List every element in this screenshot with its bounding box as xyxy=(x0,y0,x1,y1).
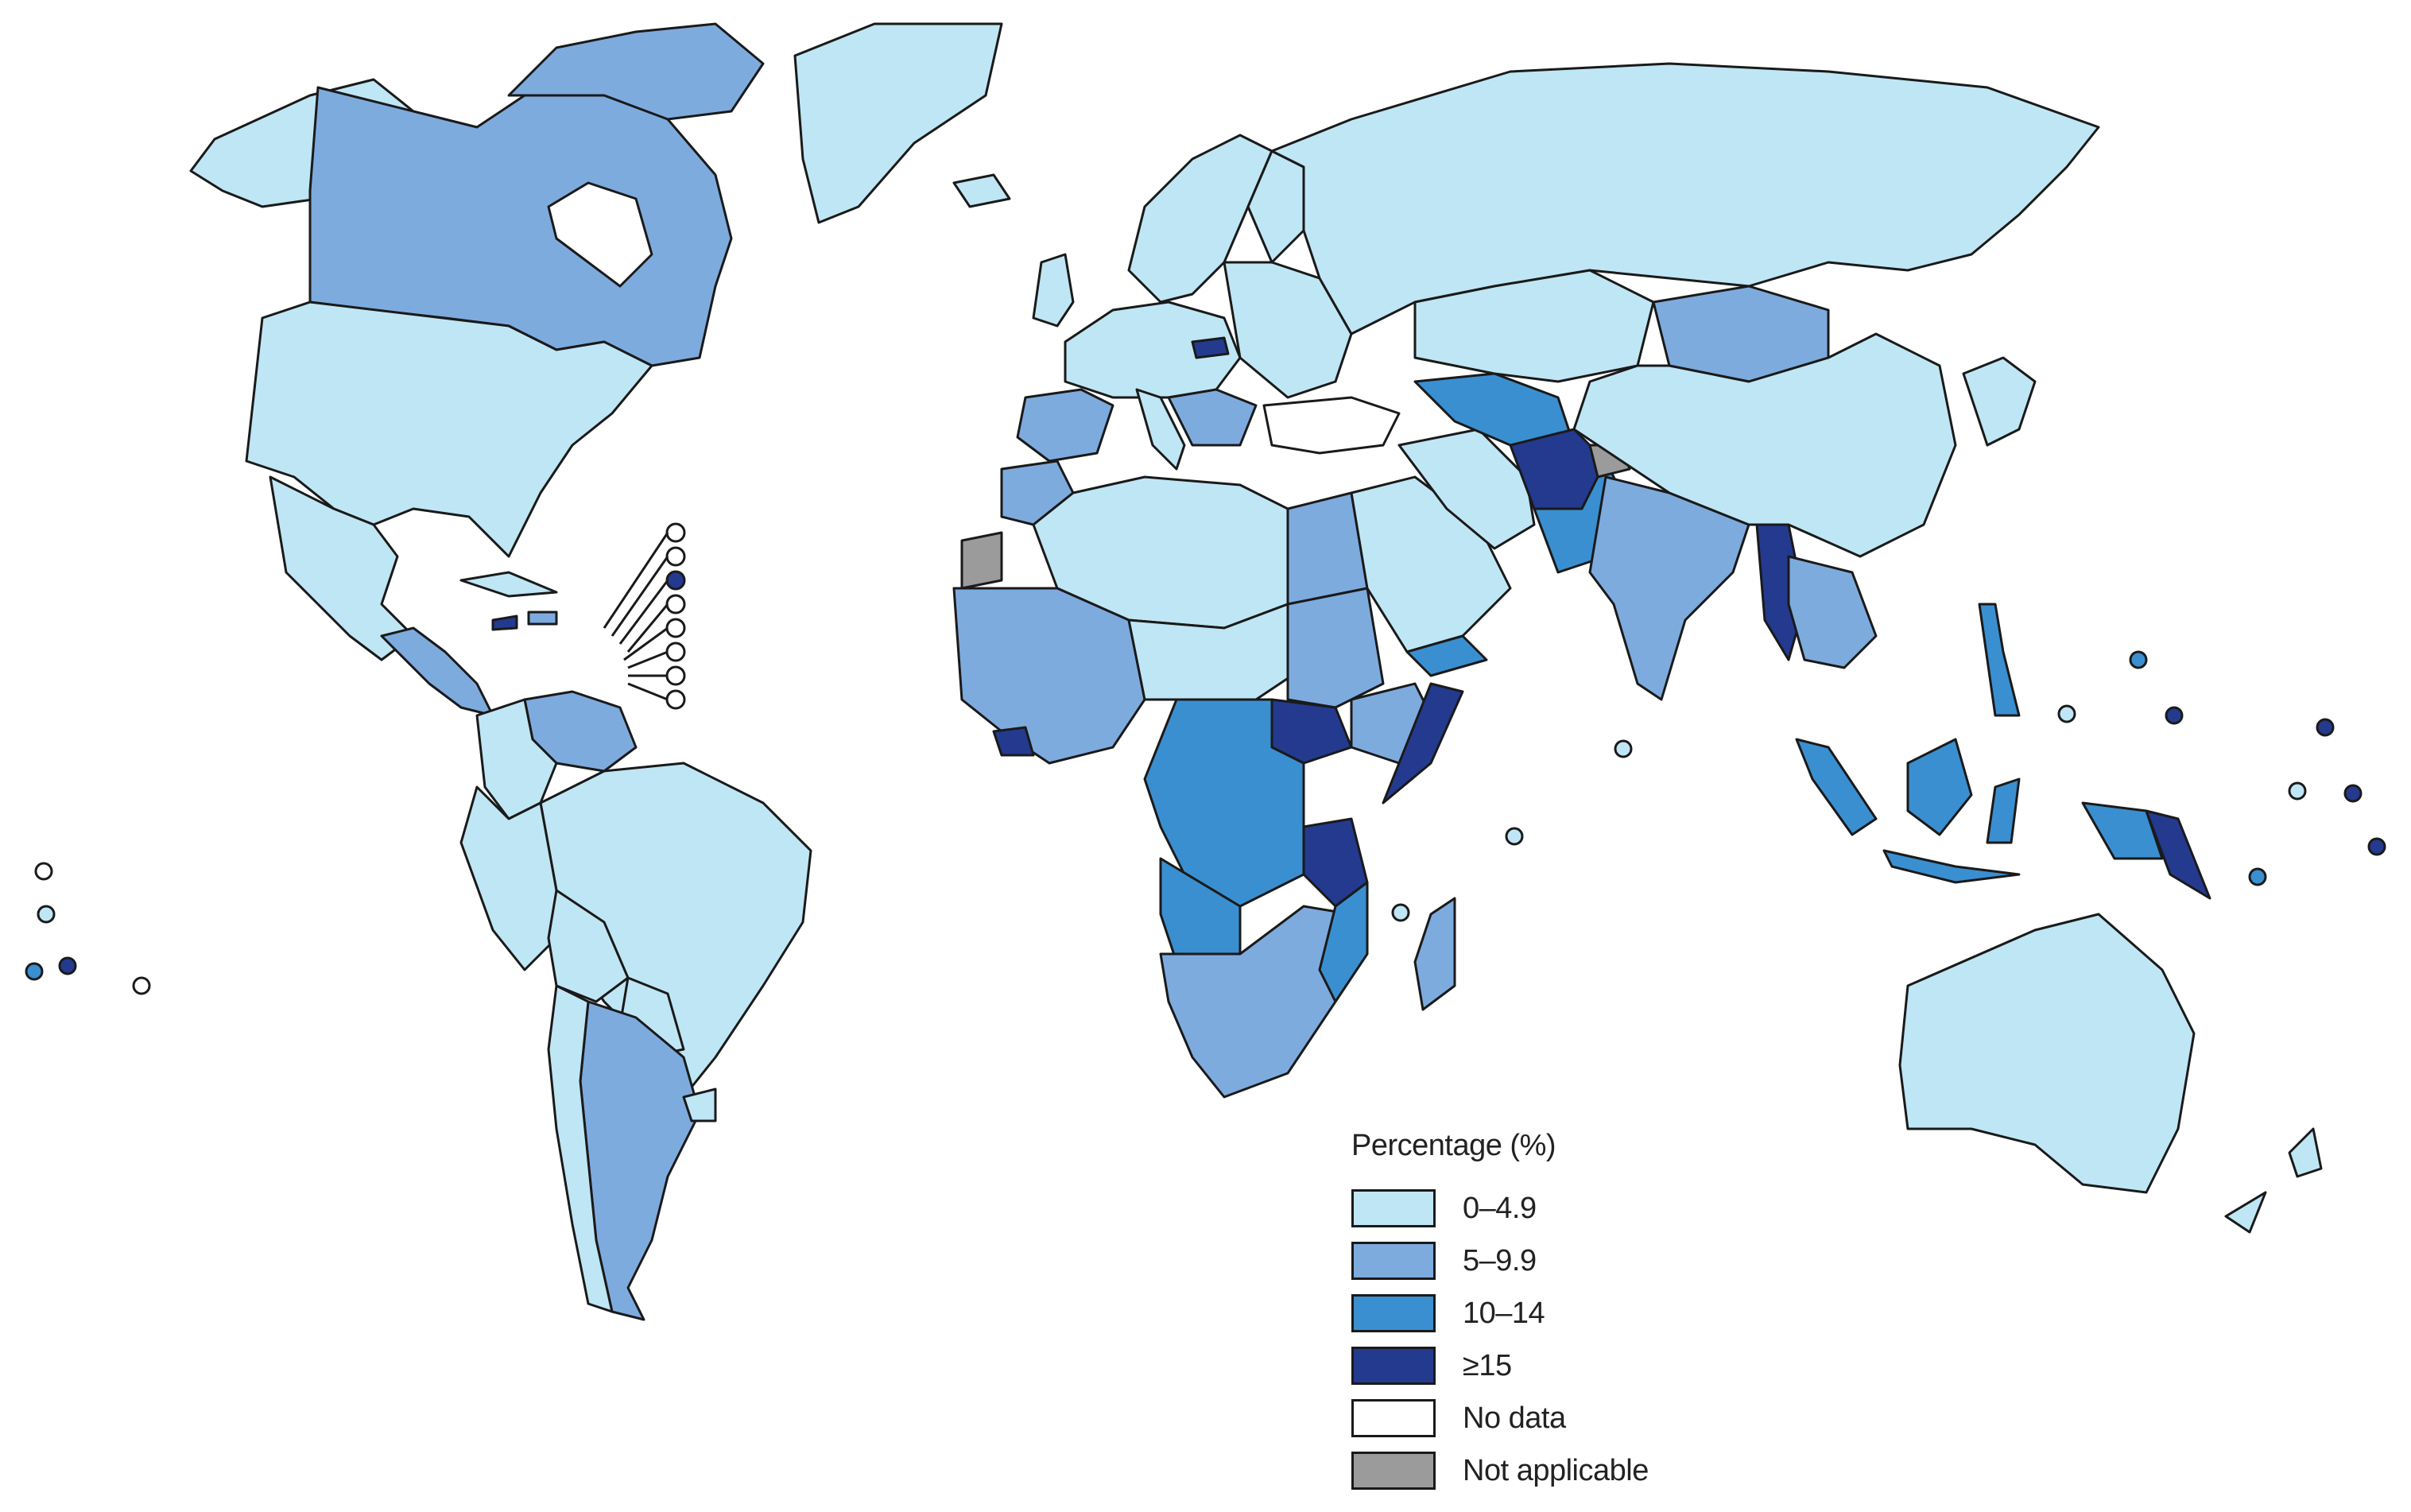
region-colombia xyxy=(475,698,558,820)
pacific-marker xyxy=(37,905,56,924)
region-western-europe xyxy=(1064,300,1242,399)
pacific-marker xyxy=(25,962,44,981)
region-iceland xyxy=(952,173,1011,208)
pacific-marker xyxy=(2316,718,2335,737)
region-iberia xyxy=(1016,388,1114,463)
caribbean-marker xyxy=(665,570,686,591)
pacific-marker xyxy=(2288,781,2307,801)
region-papua-new-guinea xyxy=(2145,809,2211,900)
legend-item: No data xyxy=(1351,1392,1717,1444)
caribbean-marker xyxy=(665,665,686,686)
legend-swatch xyxy=(1351,1294,1436,1332)
caribbean-marker xyxy=(665,642,686,662)
region-italy xyxy=(1135,388,1186,471)
pacific-marker xyxy=(2248,867,2267,886)
legend-label: No data xyxy=(1463,1401,1566,1435)
region-uk xyxy=(1032,253,1075,328)
legend-swatch xyxy=(1351,1347,1436,1385)
region-bolivia xyxy=(547,889,630,1003)
region-liberia xyxy=(992,726,1035,757)
region-west-africa xyxy=(952,587,1146,765)
region-cuba xyxy=(459,571,558,598)
pacific-marker xyxy=(34,862,53,881)
region-hungary xyxy=(1191,336,1230,359)
pacific-marker xyxy=(1391,903,1410,922)
legend-swatch xyxy=(1351,1189,1436,1227)
pacific-marker xyxy=(1614,739,1633,758)
region-somalia xyxy=(1382,682,1464,804)
pacific-marker xyxy=(2343,784,2363,803)
legend-label: ≥15 xyxy=(1463,1348,1512,1382)
legend-item: 5–9.9 xyxy=(1351,1235,1717,1287)
region-yemen-oman xyxy=(1405,634,1488,677)
region-chile xyxy=(547,984,614,1313)
caribbean-marker xyxy=(665,689,686,710)
region-turkey xyxy=(1262,396,1401,455)
region-uruguay xyxy=(682,1087,717,1122)
legend-title: Percentage (%) xyxy=(1351,1129,1556,1162)
legend-item: ≥15 xyxy=(1351,1339,1717,1392)
legend-item: 10–14 xyxy=(1351,1287,1717,1339)
region-java xyxy=(1882,849,2021,884)
legend-swatch xyxy=(1351,1452,1436,1490)
region-greenland xyxy=(793,22,1003,224)
region-sahel xyxy=(1127,603,1305,701)
pacific-marker xyxy=(58,956,77,975)
legend-label: 0–4.9 xyxy=(1463,1191,1537,1225)
legend-swatch xyxy=(1351,1399,1436,1437)
caribbean-marker xyxy=(665,618,686,638)
pacific-marker xyxy=(1505,827,1524,846)
region-central-africa xyxy=(1143,698,1305,908)
region-hudson-bay xyxy=(547,181,653,288)
region-australia xyxy=(1898,913,2196,1194)
region-canada-arctic xyxy=(507,22,765,121)
caribbean-marker xyxy=(665,594,686,614)
region-korea-japan xyxy=(1962,356,2037,447)
region-eastern-europe xyxy=(1223,261,1353,399)
pacific-marker xyxy=(132,976,151,995)
region-borneo xyxy=(1906,738,1973,836)
region-haiti xyxy=(491,614,518,631)
region-new-guinea xyxy=(2081,801,2164,860)
region-new-zealand xyxy=(2224,1127,2323,1234)
legend-item: Not applicable xyxy=(1351,1444,1717,1497)
caribbean-marker xyxy=(665,522,686,543)
region-western-sahara xyxy=(960,531,1003,590)
pacific-marker xyxy=(2057,704,2076,723)
legend-label: 10–14 xyxy=(1463,1296,1545,1330)
region-balkans xyxy=(1167,388,1258,447)
pacific-marker xyxy=(2129,650,2148,669)
region-central-america xyxy=(380,626,494,717)
caribbean-leader-lines xyxy=(603,532,669,701)
region-usa xyxy=(245,300,653,558)
region-sulawesi xyxy=(1986,777,2021,844)
region-madagascar xyxy=(1413,897,1456,1011)
region-russia xyxy=(1270,62,2100,335)
map-legend: Percentage (%) 0–4.9 5–9.9 10–14 ≥15 No … xyxy=(1351,1129,1717,1497)
legend-item: 0–4.9 xyxy=(1351,1182,1717,1235)
pacific-marker xyxy=(2367,837,2386,856)
legend-label: Not applicable xyxy=(1463,1453,1649,1487)
region-southeast-asia xyxy=(1787,555,1878,669)
region-dominican xyxy=(527,611,558,626)
region-philippines xyxy=(1978,603,2021,717)
pacific-marker xyxy=(2165,706,2184,725)
region-mozambique xyxy=(1318,881,1369,1003)
caribbean-marker xyxy=(665,546,686,567)
legend-swatch xyxy=(1351,1242,1436,1280)
region-southern-africa xyxy=(1159,905,1353,1099)
region-sumatra xyxy=(1795,738,1878,836)
region-sudan xyxy=(1286,587,1385,709)
legend-label: 5–9.9 xyxy=(1463,1243,1537,1277)
region-china xyxy=(1572,332,1957,558)
